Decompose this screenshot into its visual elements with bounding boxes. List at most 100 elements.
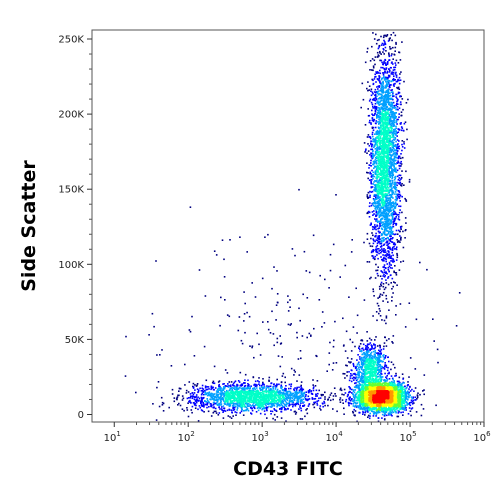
event-point — [378, 148, 381, 151]
event-point — [294, 371, 296, 373]
event-point — [259, 412, 262, 415]
event-point — [385, 238, 387, 240]
event-point — [395, 96, 397, 98]
event-point — [222, 387, 224, 390]
event-point — [396, 169, 399, 172]
event-point — [358, 411, 360, 414]
event-point — [242, 388, 244, 391]
event-point — [379, 162, 381, 164]
event-point — [382, 348, 385, 350]
event-point — [357, 362, 360, 364]
event-point — [392, 116, 394, 118]
event-point — [391, 202, 393, 204]
event-point — [394, 114, 396, 117]
event-point — [385, 377, 388, 380]
event-point — [369, 119, 371, 122]
event-point — [358, 382, 361, 385]
event-point — [393, 132, 396, 135]
event-point — [375, 250, 377, 252]
event-point — [364, 373, 367, 376]
event-point — [233, 402, 236, 405]
event-point — [405, 394, 407, 397]
event-point — [397, 160, 399, 162]
event-point — [390, 414, 392, 416]
event-point — [362, 411, 365, 414]
event-point — [368, 89, 370, 91]
event-point — [280, 391, 283, 394]
event-point — [289, 393, 292, 395]
event-point — [283, 392, 286, 395]
event-point — [375, 131, 377, 134]
event-point — [286, 392, 289, 395]
event-point — [393, 53, 395, 56]
event-point — [394, 82, 396, 85]
event-point — [364, 149, 367, 152]
event-point — [423, 389, 425, 391]
event-point — [396, 108, 398, 111]
event-point — [362, 343, 365, 346]
event-point — [389, 198, 392, 201]
event-point — [386, 131, 389, 133]
event-point — [392, 192, 394, 195]
event-points — [124, 31, 461, 423]
event-point — [407, 393, 410, 396]
event-point — [287, 397, 290, 400]
event-point — [392, 136, 394, 138]
event-point — [306, 408, 308, 410]
event-point — [379, 350, 381, 353]
event-point — [375, 165, 377, 168]
event-point — [354, 377, 357, 380]
event-point — [350, 402, 353, 405]
event-point — [387, 162, 390, 164]
event-point — [248, 384, 250, 386]
event-point — [204, 385, 207, 387]
event-point — [386, 375, 388, 377]
event-point — [383, 319, 386, 322]
event-point — [383, 251, 385, 253]
event-point — [354, 395, 357, 398]
event-point — [394, 62, 397, 64]
event-point — [384, 107, 386, 109]
event-point — [391, 71, 393, 73]
event-point — [379, 72, 382, 75]
event-point — [387, 199, 390, 202]
event-point — [276, 270, 278, 272]
event-point — [385, 317, 388, 319]
event-point — [295, 391, 297, 393]
event-point — [381, 203, 384, 205]
event-point — [240, 404, 242, 406]
event-point — [399, 183, 401, 185]
event-point — [224, 299, 226, 301]
event-point — [393, 380, 395, 382]
event-point — [386, 215, 389, 218]
event-point — [385, 204, 387, 207]
event-point — [376, 91, 379, 93]
event-point — [227, 390, 229, 393]
event-point — [385, 366, 388, 368]
event-point — [206, 388, 209, 391]
event-point — [161, 404, 164, 406]
event-point — [280, 397, 282, 400]
event-point — [374, 187, 376, 189]
event-point — [401, 382, 404, 385]
event-point — [396, 254, 399, 257]
event-point — [299, 388, 302, 390]
event-point — [387, 301, 389, 303]
event-point — [273, 405, 276, 407]
event-point — [202, 401, 204, 404]
event-point — [379, 375, 382, 378]
event-point — [293, 389, 296, 392]
event-point — [407, 395, 410, 397]
event-point — [389, 227, 391, 230]
event-point — [359, 376, 361, 378]
event-point — [333, 387, 336, 389]
event-point — [242, 403, 245, 406]
event-point — [352, 389, 355, 391]
event-point — [385, 410, 387, 412]
event-point — [265, 404, 267, 407]
event-point — [377, 248, 380, 250]
event-point — [210, 388, 212, 391]
event-point — [382, 190, 384, 193]
event-point — [366, 358, 368, 360]
event-point — [394, 213, 396, 215]
